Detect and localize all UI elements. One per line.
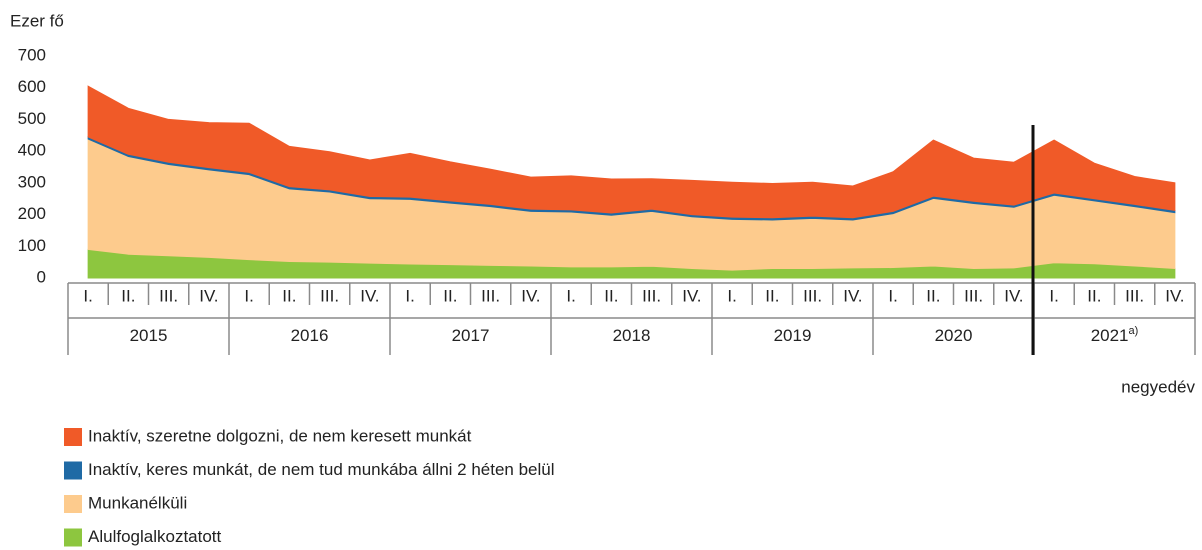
x-tick-label: III. xyxy=(642,286,661,305)
x-tick-label: II. xyxy=(604,286,618,305)
x-tick-label: I. xyxy=(405,286,414,305)
legend-swatch xyxy=(64,461,82,480)
x-tick-label: I. xyxy=(566,286,575,305)
year-text: 2015 xyxy=(130,326,168,345)
year-text: 2021 xyxy=(1091,326,1129,345)
legend-label: Inaktív, szeretne dolgozni, de nem keres… xyxy=(88,426,472,445)
legend-label: Munkanélküli xyxy=(88,493,187,512)
x-tick-label: II. xyxy=(1087,286,1101,305)
legend-label: Alulfoglalkoztatott xyxy=(88,527,222,546)
year-text: 2017 xyxy=(452,326,490,345)
x-tick-label: II. xyxy=(926,286,940,305)
x-tick-label: IV. xyxy=(1004,286,1023,305)
legend-swatch xyxy=(64,428,82,446)
x-tick-label: III. xyxy=(159,286,178,305)
year-label: 2016 xyxy=(291,326,329,345)
y-tick-label: 500 xyxy=(18,109,46,128)
x-tick-label: IV. xyxy=(682,286,701,305)
legend-label: Inaktív, keres munkát, de nem tud munkáb… xyxy=(88,460,555,479)
year-label: 2020 xyxy=(935,326,973,345)
y-tick-label: 0 xyxy=(37,267,46,286)
y-tick-label: 700 xyxy=(18,45,46,64)
x-tick-label: III. xyxy=(803,286,822,305)
x-tick-label: I. xyxy=(888,286,897,305)
year-label: 2015 xyxy=(130,326,168,345)
x-tick-label: II. xyxy=(765,286,779,305)
y-tick-label: 300 xyxy=(18,172,46,191)
y-axis-label: Ezer fő xyxy=(10,11,64,30)
x-tick-label: IV. xyxy=(521,286,540,305)
area xyxy=(87,85,1176,219)
x-tick-label: IV. xyxy=(199,286,218,305)
footnote-marker: a) xyxy=(1129,325,1139,337)
year-label: 2019 xyxy=(774,326,812,345)
y-tick-label: 200 xyxy=(18,204,46,223)
x-tick-label: III. xyxy=(964,286,983,305)
x-tick-label: II. xyxy=(282,286,296,305)
x-tick-label: II. xyxy=(121,286,135,305)
x-tick-label: IV. xyxy=(843,286,862,305)
y-tick-label: 600 xyxy=(18,77,46,96)
year-label: 2018 xyxy=(613,326,651,345)
x-tick-label: III. xyxy=(1125,286,1144,305)
y-tick-label: 400 xyxy=(18,141,46,160)
x-tick-label: I. xyxy=(83,286,92,305)
year-label: 2017 xyxy=(452,326,490,345)
year-text: 2016 xyxy=(291,326,329,345)
year-text: 2019 xyxy=(774,326,812,345)
x-axis-label: negyedév xyxy=(1121,377,1195,396)
x-tick-label: II. xyxy=(443,286,457,305)
x-tick-label: IV. xyxy=(1165,286,1184,305)
x-tick-label: III. xyxy=(481,286,500,305)
year-label: 2021a) xyxy=(1091,325,1139,346)
x-tick-label: I. xyxy=(727,286,736,305)
year-text: 2018 xyxy=(613,326,651,345)
legend-swatch xyxy=(64,528,82,547)
legend-swatch xyxy=(64,495,82,513)
x-tick-label: I. xyxy=(244,286,253,305)
x-tick-label: I. xyxy=(1049,286,1058,305)
y-tick-label: 100 xyxy=(18,236,46,255)
year-text: 2020 xyxy=(935,326,973,345)
x-tick-label: III. xyxy=(320,286,339,305)
x-tick-label: IV. xyxy=(360,286,379,305)
